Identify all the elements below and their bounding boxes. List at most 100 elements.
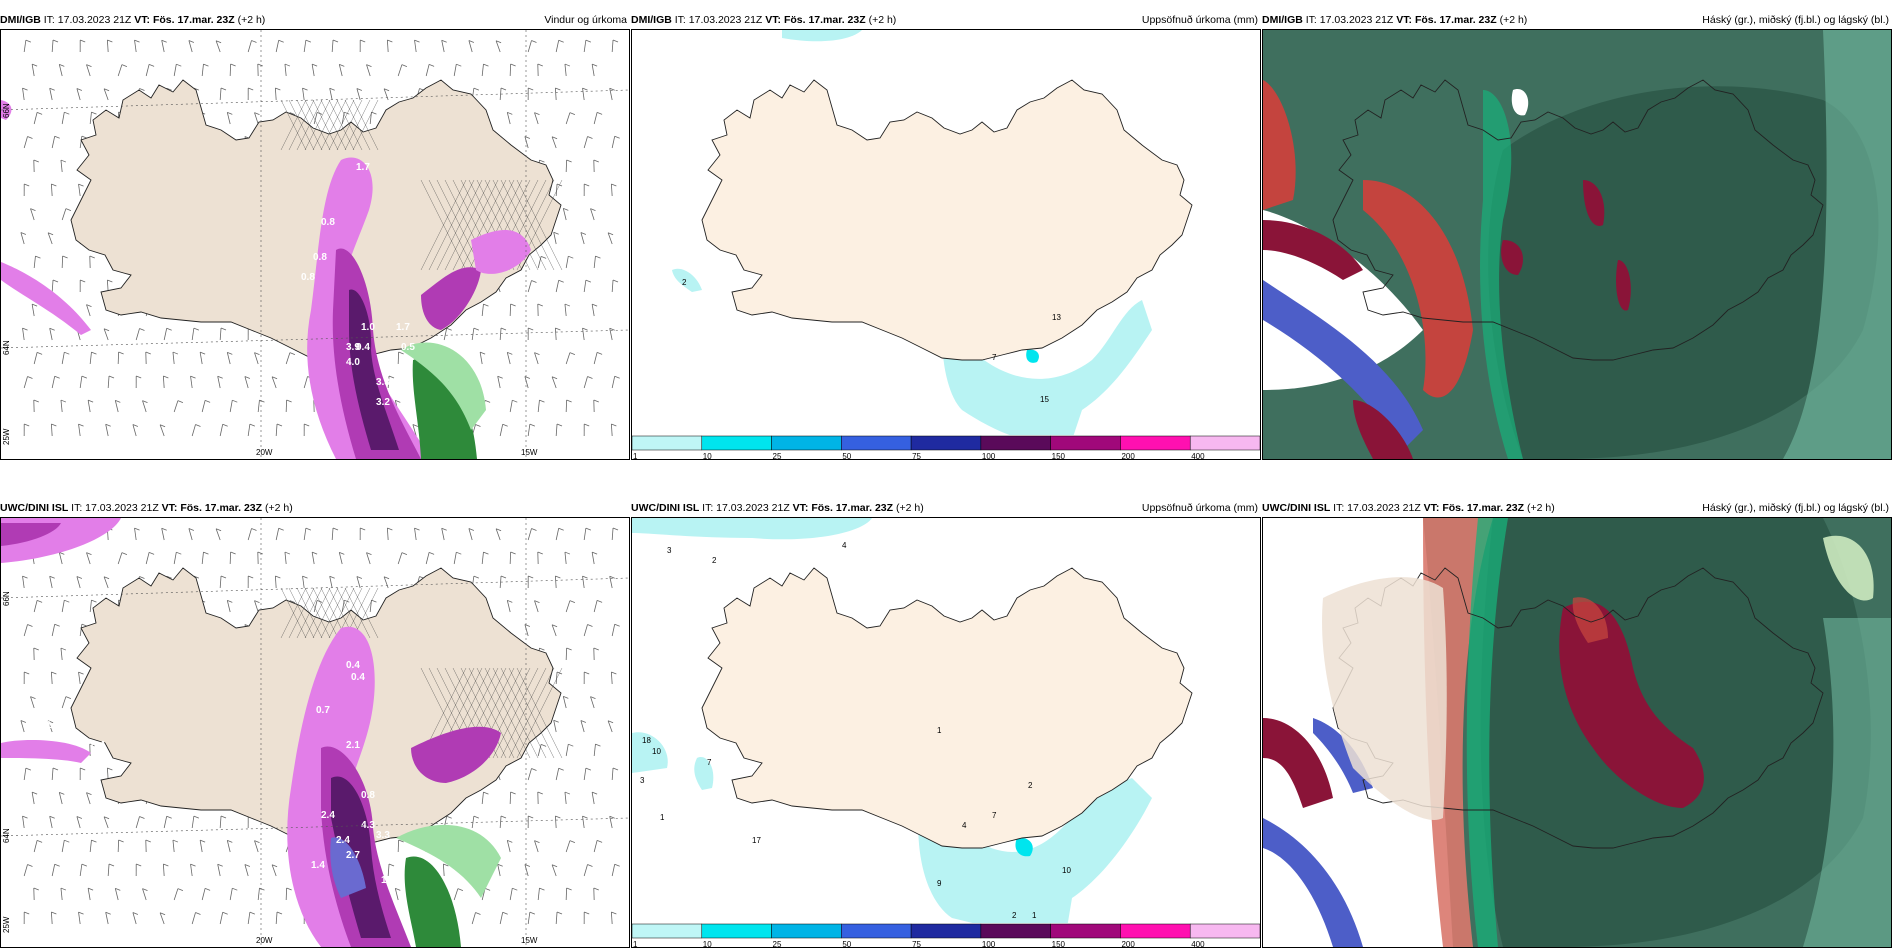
wind-barb (51, 280, 54, 293)
wind-barb (50, 184, 53, 197)
wind-barb-flag (441, 39, 447, 43)
wind-barb (23, 136, 28, 149)
wind-barb (593, 840, 598, 853)
wind-barb (499, 912, 504, 925)
wind-barb (583, 376, 588, 389)
wind-barb-flag (59, 63, 65, 67)
wind-barb-flag (193, 327, 200, 331)
wind-barb-flag (555, 575, 561, 579)
wind-barb (609, 576, 613, 589)
axis-label-64n: 64N (2, 340, 11, 355)
wind-barb-flag (528, 575, 534, 579)
wind-barb-flag (91, 351, 97, 355)
wind-barb (453, 888, 459, 901)
panel-header: DMI/IGB IT: 17.03.2023 21Z VT: Fös. 17.m… (0, 12, 630, 29)
wind-barb-flag (563, 695, 569, 699)
cloud-blue-band (1263, 280, 1423, 450)
wind-barb-flag (163, 863, 169, 867)
hatch-line (500, 667, 547, 759)
wind-value-label: 1.7 (356, 162, 370, 173)
wind-barb (188, 40, 193, 53)
wind-barb-flag (483, 63, 489, 67)
wind-barb-flag (591, 63, 598, 67)
wind-barb (107, 376, 110, 389)
wind-barb-flag (227, 111, 233, 115)
colorbar-swatch (1050, 923, 1121, 939)
colorbar-swatch (841, 435, 912, 451)
wind-barb (610, 184, 613, 197)
hatch-line (288, 587, 315, 639)
wind-barb (555, 768, 560, 781)
wind-barb-flag (22, 327, 28, 331)
wind-barb (506, 112, 511, 125)
wind-barb (302, 576, 305, 589)
wind-barb (226, 840, 231, 853)
colorbar-swatch (771, 435, 842, 451)
wind-barb (593, 744, 596, 757)
colorbar-swatch (771, 923, 842, 939)
wind-barb-flag (366, 64, 372, 67)
wind-barb-flag (534, 112, 540, 115)
precip-map[interactable]: 3 2 4 18 10 7 3 1 1 4 7 2 17 9 10 2 1 (631, 517, 1261, 948)
wind-map[interactable]: 0.4 0.4 0.7 2.1 2.4 2.4 4.3 2.7 3.3 1.4 13.0 0.8 1.0… (0, 517, 630, 948)
wind-barb (22, 328, 25, 341)
wind-barb (479, 352, 483, 365)
wind-map-svg: 0.40.40.72.12.42.44.32.73.31.413.00.81.0… (1, 518, 629, 947)
wind-barb (275, 528, 280, 541)
wind-barb-flag (64, 599, 70, 603)
cloud-high-east (1488, 86, 1879, 459)
wind-barb-flag (25, 767, 32, 771)
precip-map[interactable]: 2 7 13 15 (631, 29, 1261, 460)
wind-barb-flag (36, 111, 43, 115)
panel-title: Uppsöfnuð úrkoma (mm) (1141, 14, 1258, 26)
wind-barb-flag (566, 887, 572, 891)
wind-barb-flag (512, 887, 518, 891)
colorbar-swatch (631, 435, 703, 451)
cloud-maroon-lower (1353, 400, 1413, 459)
wind-barb-flag (593, 887, 599, 891)
wind-barb-flag (609, 815, 615, 819)
wind-barb (468, 40, 473, 53)
precip-value-label: 2 (1012, 911, 1017, 920)
wind-barb (610, 672, 613, 685)
init-time: IT: 17.03.2023 21Z (71, 502, 159, 514)
wind-barb-flag (593, 647, 599, 651)
colorbar-svg: 1 10 25 50 75 100 150 200 400 (631, 435, 1261, 460)
precip-ne (471, 230, 531, 274)
wind-barb (107, 864, 110, 877)
wind-barb-flag (259, 399, 265, 403)
wind-value-label: 0.8 (321, 217, 335, 228)
wind-barb (22, 88, 25, 101)
lead-time: (+2 h) (1526, 502, 1555, 514)
cloud-map[interactable] (1262, 29, 1892, 460)
wind-barb-flag (36, 599, 43, 603)
wind-map[interactable]: 1.7 0.8 0.8 0.8 1.0 0.4 4.0 3.3 3.2 3.9 1.7 0.5 20W… (0, 29, 630, 460)
wind-barb-flag (564, 791, 571, 795)
cloud-map[interactable] (1262, 517, 1892, 948)
wind-barb-flag (531, 40, 537, 43)
wind-barb (163, 816, 168, 829)
wind-barb-flag (199, 839, 206, 843)
wind-barb-flag (49, 87, 55, 91)
wind-barb-flag (356, 576, 363, 579)
cloud-maroon-main (1559, 601, 1704, 808)
wind-barb (173, 64, 177, 77)
wind-barb (103, 328, 109, 341)
wind-barb-flag (479, 351, 486, 355)
iceland-land (701, 79, 1193, 361)
wind-barb-flag (166, 87, 172, 91)
wind-barb-flag (278, 39, 284, 43)
wind-barb (565, 840, 571, 853)
wind-barb (51, 136, 56, 149)
wind-barb (142, 888, 147, 901)
wind-barb (611, 280, 614, 293)
precip-east (411, 726, 501, 783)
wind-barb (173, 888, 179, 901)
wind-barb (274, 576, 277, 589)
wind-barb-flag (145, 839, 151, 843)
wind-barb-flag (475, 424, 481, 427)
wind-barb (497, 864, 501, 877)
wind-barb (219, 816, 222, 829)
wind-barb (22, 576, 25, 589)
panel-row2-cloud: UWC/DINI ISL IT: 17.03.2023 21Z VT: Fös.… (1262, 500, 1892, 948)
